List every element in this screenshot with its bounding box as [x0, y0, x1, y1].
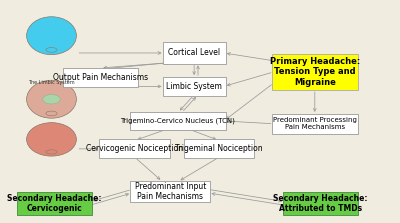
Text: Primary Headache:
Tension Type and
Migraine: Primary Headache: Tension Type and Migra… — [270, 57, 360, 87]
Text: Trigemino-Cervico Nucleus (TCN): Trigemino-Cervico Nucleus (TCN) — [120, 118, 235, 124]
Text: Cortical Level: Cortical Level — [168, 48, 220, 58]
Text: Predominant Processing
Pain Mechanisms: Predominant Processing Pain Mechanisms — [273, 117, 357, 130]
FancyBboxPatch shape — [272, 54, 358, 90]
Ellipse shape — [46, 150, 57, 154]
Text: Output Pain Mechanisms: Output Pain Mechanisms — [53, 73, 148, 82]
Text: Cervicogenic Nociception: Cervicogenic Nociception — [86, 144, 183, 153]
Ellipse shape — [26, 80, 76, 118]
FancyBboxPatch shape — [130, 112, 226, 130]
Text: The Limbic System: The Limbic System — [28, 80, 75, 85]
FancyBboxPatch shape — [162, 77, 226, 96]
Text: Predominant Input
Pain Mechanisms: Predominant Input Pain Mechanisms — [134, 182, 206, 201]
FancyBboxPatch shape — [272, 114, 358, 134]
Ellipse shape — [46, 47, 57, 52]
FancyBboxPatch shape — [162, 42, 226, 64]
FancyBboxPatch shape — [17, 192, 92, 215]
Text: Trigeminal Nociception: Trigeminal Nociception — [175, 144, 263, 153]
Text: Secondary Headache:
Attributed to TMDs: Secondary Headache: Attributed to TMDs — [273, 194, 368, 213]
Ellipse shape — [46, 111, 57, 116]
Text: Secondary Headache:
Cervicogenic: Secondary Headache: Cervicogenic — [7, 194, 102, 213]
FancyBboxPatch shape — [63, 68, 138, 87]
Ellipse shape — [26, 123, 76, 156]
Ellipse shape — [26, 17, 76, 55]
Text: Limbic System: Limbic System — [166, 82, 222, 91]
FancyBboxPatch shape — [130, 181, 210, 202]
FancyBboxPatch shape — [184, 139, 254, 158]
FancyBboxPatch shape — [283, 192, 358, 215]
Ellipse shape — [43, 95, 60, 104]
FancyBboxPatch shape — [99, 139, 170, 158]
